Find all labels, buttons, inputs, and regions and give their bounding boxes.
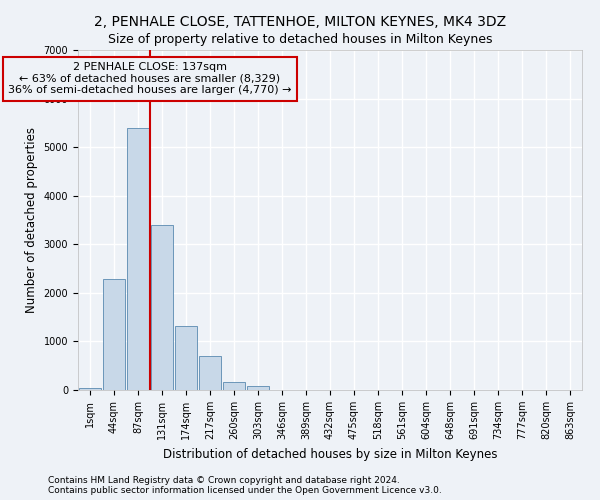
Bar	[175, 326, 197, 390]
Bar	[127, 128, 149, 390]
Bar	[199, 356, 221, 390]
Text: Size of property relative to detached houses in Milton Keynes: Size of property relative to detached ho…	[108, 32, 492, 46]
Text: 2, PENHALE CLOSE, TATTENHOE, MILTON KEYNES, MK4 3DZ: 2, PENHALE CLOSE, TATTENHOE, MILTON KEYN…	[94, 15, 506, 29]
Bar	[247, 386, 269, 390]
Text: 2 PENHALE CLOSE: 137sqm
← 63% of detached houses are smaller (8,329)
36% of semi: 2 PENHALE CLOSE: 137sqm ← 63% of detache…	[8, 62, 292, 96]
X-axis label: Distribution of detached houses by size in Milton Keynes: Distribution of detached houses by size …	[163, 448, 497, 460]
Bar	[79, 388, 101, 390]
Bar	[223, 382, 245, 390]
Text: Contains HM Land Registry data © Crown copyright and database right 2024.
Contai: Contains HM Land Registry data © Crown c…	[48, 476, 442, 495]
Y-axis label: Number of detached properties: Number of detached properties	[25, 127, 38, 313]
Bar	[151, 225, 173, 390]
Bar	[103, 280, 125, 390]
